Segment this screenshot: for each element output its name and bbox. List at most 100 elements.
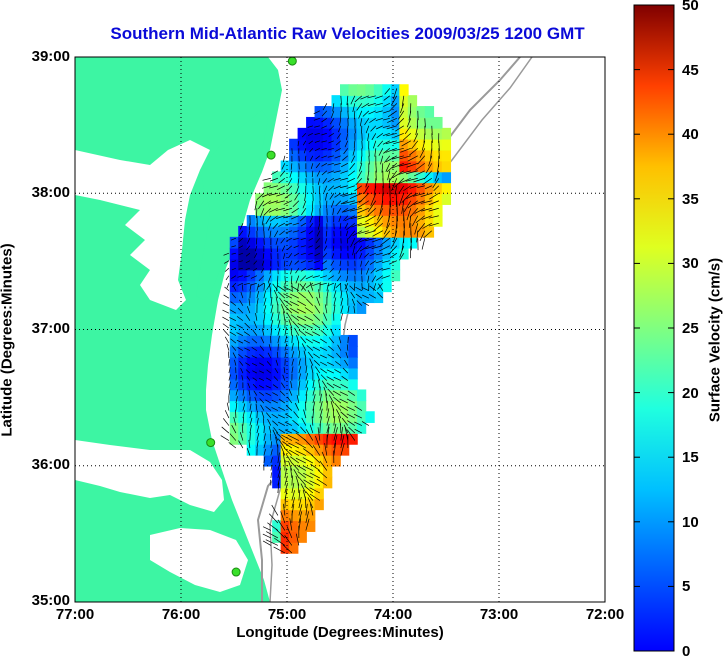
velocity-cell — [374, 226, 383, 238]
radar-station-marker — [288, 57, 296, 65]
velocity-cell — [442, 150, 451, 162]
velocity-cell — [306, 455, 315, 467]
velocity-cell — [247, 400, 256, 412]
velocity-cell — [382, 139, 391, 151]
velocity-cell — [315, 335, 324, 347]
velocity-cell — [306, 139, 315, 151]
colorbar-tick-label: 50 — [682, 0, 699, 14]
colorbar-tick-label: 25 — [682, 320, 699, 337]
velocity-cell — [340, 215, 349, 227]
x-tick-label: 77:00 — [40, 606, 110, 623]
velocity-cell — [433, 204, 442, 216]
colorbar-tick-label: 40 — [682, 126, 699, 143]
velocity-cell — [298, 455, 307, 467]
velocity-cell — [238, 226, 247, 238]
velocity-cell — [382, 270, 391, 282]
velocity-cell — [272, 346, 281, 358]
velocity-cell — [323, 477, 332, 489]
velocity-cell — [306, 270, 315, 282]
velocity-cell — [348, 346, 357, 358]
velocity-cell — [408, 150, 417, 162]
velocity-cell — [315, 150, 324, 162]
velocity-cell — [272, 280, 281, 292]
velocity-cell — [340, 84, 349, 96]
velocity-cell — [382, 84, 391, 96]
y-tick-label: 39:00 — [20, 48, 70, 65]
velocity-cell — [332, 237, 341, 249]
colorbar-tick-label: 5 — [682, 578, 690, 595]
velocity-cell — [416, 171, 425, 183]
velocity-cell — [425, 150, 434, 162]
velocity-cell — [442, 171, 451, 183]
velocity-cell — [357, 84, 366, 96]
velocity-cell — [340, 422, 349, 434]
velocity-cell — [323, 335, 332, 347]
velocity-cell — [382, 280, 391, 292]
velocity-cell — [306, 128, 315, 140]
velocity-cell — [306, 171, 315, 183]
velocity-cell — [272, 270, 281, 282]
radar-station-marker — [207, 439, 215, 447]
velocity-cell — [332, 335, 341, 347]
velocity-cell — [281, 193, 290, 205]
velocity-cell — [433, 139, 442, 151]
velocity-cell — [230, 291, 239, 303]
velocity-cell — [332, 248, 341, 260]
velocity-cell — [264, 368, 273, 380]
velocity-cell — [264, 379, 273, 391]
velocity-cell — [264, 422, 273, 434]
x-tick-label: 72:00 — [570, 606, 640, 623]
velocity-cell — [391, 248, 400, 260]
velocity-cell — [230, 379, 239, 391]
velocity-cell — [332, 455, 341, 467]
velocity-cell — [238, 368, 247, 380]
velocity-cell — [442, 193, 451, 205]
velocity-cell — [289, 139, 298, 151]
velocity-cell — [348, 161, 357, 173]
velocity-cell — [264, 270, 273, 282]
colorbar-tick-label: 30 — [682, 255, 699, 272]
velocity-cell — [281, 400, 290, 412]
velocity-cell — [238, 248, 247, 260]
velocity-cell — [348, 139, 357, 151]
velocity-cell — [272, 259, 281, 271]
velocity-cell — [399, 193, 408, 205]
velocity-cell — [315, 313, 324, 325]
velocity-cell — [332, 302, 341, 314]
velocity-cell — [247, 215, 256, 227]
velocity-cell — [340, 357, 349, 369]
velocity-cell — [332, 313, 341, 325]
velocity-cell — [230, 270, 239, 282]
velocity-cell — [365, 411, 374, 423]
velocity-cell — [230, 422, 239, 434]
velocity-cell — [272, 335, 281, 347]
velocity-cell — [348, 389, 357, 401]
velocity-cell — [442, 139, 451, 151]
velocity-cell — [238, 259, 247, 271]
colorbar-tick-label: 20 — [682, 385, 699, 402]
velocity-cell — [315, 411, 324, 423]
velocity-cell — [281, 171, 290, 183]
velocity-cell — [315, 488, 324, 500]
velocity-cell — [306, 520, 315, 532]
velocity-cell — [255, 291, 264, 303]
velocity-cell — [255, 368, 264, 380]
velocity-cell — [298, 368, 307, 380]
velocity-cell — [306, 411, 315, 423]
velocity-cell — [247, 346, 256, 358]
velocity-cell — [323, 302, 332, 314]
velocity-cell — [442, 161, 451, 173]
velocity-cell — [433, 150, 442, 162]
velocity-cell — [247, 270, 256, 282]
velocity-cell — [332, 259, 341, 271]
velocity-cell — [264, 226, 273, 238]
colorbar-label: Surface Velocity (cm/s) — [707, 258, 724, 422]
velocity-cell — [315, 280, 324, 292]
colorbar-tick-label: 35 — [682, 191, 699, 208]
velocity-cell — [247, 357, 256, 369]
velocity-cell — [442, 128, 451, 140]
velocity-cell — [365, 161, 374, 173]
velocity-cell — [306, 433, 315, 445]
x-tick-label: 73:00 — [464, 606, 534, 623]
